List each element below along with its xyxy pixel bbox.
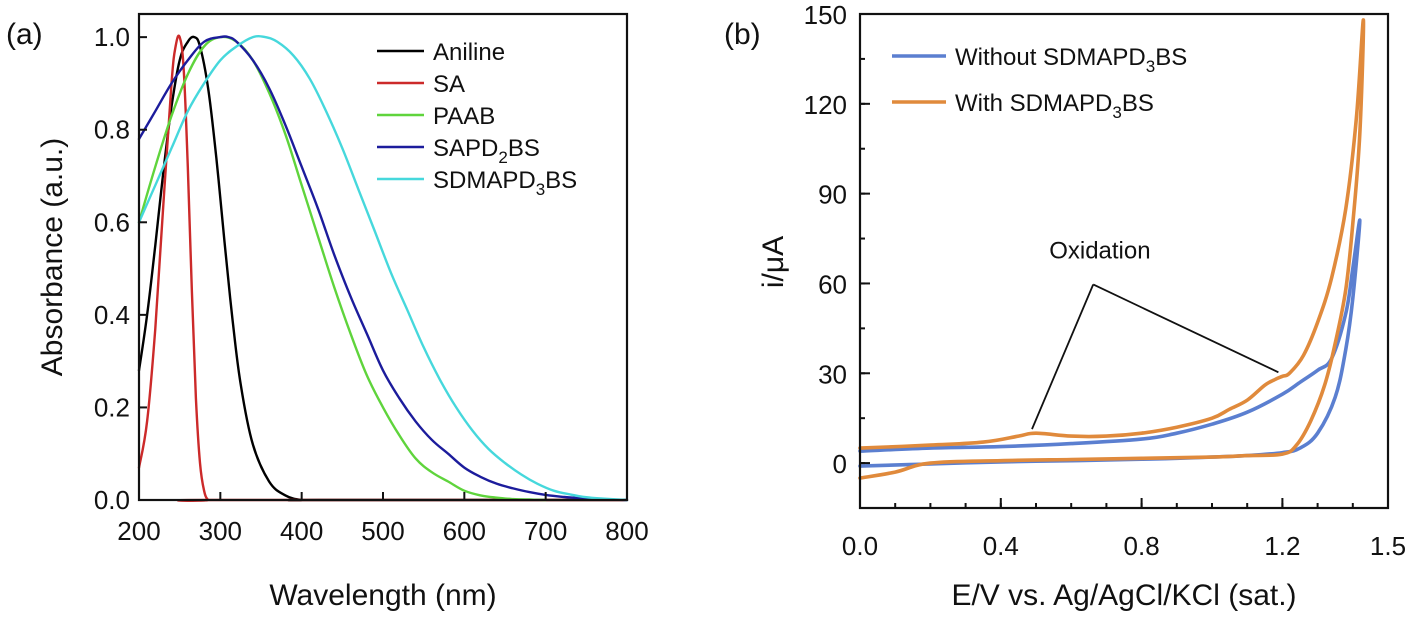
series-line-sa <box>137 34 629 502</box>
x-tick-label: 1.2 <box>1264 531 1300 561</box>
legend-label-sa: SA <box>433 71 465 98</box>
series-line-aniline <box>137 35 629 502</box>
legend-label-paab: PAAB <box>433 103 495 130</box>
panel-b-annotation: Oxidation <box>1031 237 1279 430</box>
y-tick-label: 0.8 <box>94 115 130 145</box>
annotation-label: Oxidation <box>1049 237 1150 264</box>
panel-b-y-axis-title: i/μA <box>757 236 790 288</box>
panel-b-y-ticks: 0 30 60 90 120 150 <box>804 0 870 479</box>
x-tick-label: 800 <box>605 516 648 546</box>
legend-label-aniline: Aniline <box>433 39 505 66</box>
series-line-with-sdmapd3bs <box>858 18 1366 480</box>
annotation-pointer-line <box>1092 283 1279 374</box>
x-tick-label: 600 <box>443 516 486 546</box>
series-line-paab <box>137 35 547 502</box>
legend-label-with-sdmapd3bs-tail: BS <box>1122 90 1154 117</box>
panel-a-series-group <box>137 34 629 502</box>
panel-b-series-group <box>858 18 1366 480</box>
y-tick-label: 90 <box>818 180 847 210</box>
legend-label-sdmapd3bs-main: SDMAPD <box>433 167 536 194</box>
legend-label-sa-main: SA <box>433 71 465 98</box>
panel-a-label: (a) <box>6 18 43 51</box>
x-tick-label: 0.4 <box>983 531 1019 561</box>
legend-label-without-sdmapd3bs-tail: BS <box>1155 44 1187 71</box>
legend-label-sdmapd3bs-tail: BS <box>545 167 577 194</box>
y-tick-label: 60 <box>818 269 847 299</box>
x-tick-label: 400 <box>280 516 323 546</box>
legend-label-sapd2bs: SAPD2BS <box>433 135 540 167</box>
panel-a: (a) 200 300 400 500 600 700 800 0.00.20.40.60.… <box>6 12 649 612</box>
legend-label-sdmapd3bs: SDMAPD3BS <box>433 167 577 199</box>
x-tick-label: 700 <box>524 516 567 546</box>
y-tick-label: 0.0 <box>94 485 130 515</box>
series-line-sdmapd3bs <box>137 34 629 502</box>
panel-a-x-ticks: 200 300 400 500 600 700 800 <box>117 492 649 546</box>
y-tick-label: 150 <box>804 0 847 30</box>
legend-label-with-sdmapd3bs: With SDMAPD3BS <box>955 90 1154 122</box>
y-tick-label: 0 <box>833 449 847 479</box>
panel-b-plot-frame <box>858 12 1390 510</box>
y-tick-label: 120 <box>804 90 847 120</box>
x-tick-label: 0.8 <box>1124 531 1160 561</box>
legend-label-without-sdmapd3bs-subscript: 3 <box>1146 57 1155 76</box>
x-tick-label: 300 <box>199 516 242 546</box>
panel-a-y-ticks: 0.0 0.2 0.4 0.6 0.8 1.0 <box>94 22 147 515</box>
legend-label-paab-main: PAAB <box>433 103 495 130</box>
x-tick-label: 500 <box>361 516 404 546</box>
legend-label-without-sdmapd3bs-main: Without SDMAPD <box>955 44 1146 71</box>
annotation-pointer-line <box>1031 284 1095 430</box>
y-tick-label: 0.2 <box>94 392 130 422</box>
x-tick-label: 200 <box>117 516 160 546</box>
legend-label-with-sdmapd3bs-main: With SDMAPD <box>955 90 1112 117</box>
panel-a-plot-frame <box>137 12 629 502</box>
y-tick-label: 30 <box>818 359 847 389</box>
x-tick-label: 0.0 <box>842 531 878 561</box>
legend-label-sapd2bs-main: SAPD <box>433 135 498 162</box>
y-tick-label: 1.0 <box>94 22 130 52</box>
x-tick-label: 1.5 <box>1370 531 1406 561</box>
panel-b-label: (b) <box>724 18 761 51</box>
legend-label-sapd2bs-subscript: 2 <box>498 148 507 167</box>
y-tick-label: 0.6 <box>94 207 130 237</box>
series-line-sapd2bs <box>137 35 629 502</box>
legend-label-sdmapd3bs-subscript: 3 <box>536 180 545 199</box>
legend-label-without-sdmapd3bs: Without SDMAPD3BS <box>955 44 1187 76</box>
panel-b: (b) 0.0 0.4 0.8 1.2 1.5 0 30 60 90 120 150 E/V vs… <box>724 0 1406 612</box>
legend-label-with-sdmapd3bs-subscript: 3 <box>1112 103 1121 122</box>
panel-a-y-axis-title: Absorbance (a.u.) <box>36 138 69 376</box>
panel-a-x-axis-title: Wavelength (nm) <box>269 579 496 612</box>
legend-label-sapd2bs-tail: BS <box>508 135 540 162</box>
panel-b-x-ticks: 0.0 0.4 0.8 1.2 1.5 <box>842 498 1406 561</box>
legend-label-aniline-main: Aniline <box>433 39 505 66</box>
panel-b-x-axis-title: E/V vs. Ag/AgCl/KCl (sat.) <box>951 579 1296 612</box>
y-tick-label: 0.4 <box>94 300 130 330</box>
